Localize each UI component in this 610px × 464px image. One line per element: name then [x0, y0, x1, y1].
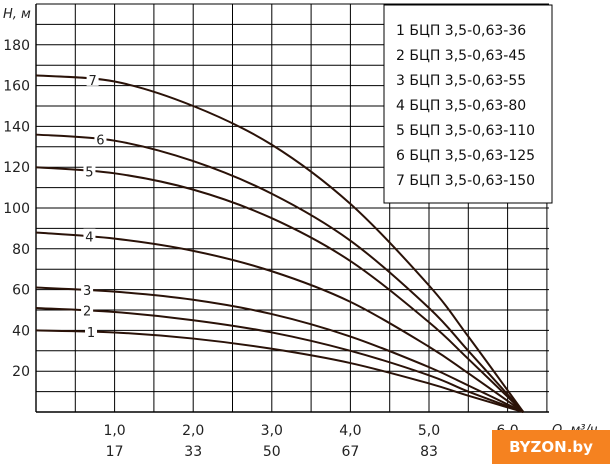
y-tick-label: 120: [3, 160, 30, 176]
curve-5: [35, 166, 525, 413]
legend-entry-1: 1 БЦП 3,5-0,63-36: [396, 23, 526, 39]
legend-entry-2: 2 БЦП 3,5-0,63-45: [396, 48, 526, 64]
curve-7: [35, 74, 525, 413]
x-tick-label-volume: 83: [420, 444, 438, 460]
curve-label-5: 5: [85, 165, 93, 180]
curve-label-bg: [81, 282, 94, 297]
x-tick-label-volume: 17: [106, 444, 124, 460]
curve-label-bg: [83, 228, 96, 243]
curve-label-bg: [94, 131, 107, 146]
brand-text[interactable]: BYZON.by: [509, 438, 593, 456]
legend-entry-3: 3 БЦП 3,5-0,63-55: [396, 73, 526, 89]
curve-label-bg: [81, 302, 94, 317]
curve-3: [35, 286, 524, 413]
curve-6: [35, 133, 525, 413]
y-tick-label: 20: [12, 364, 30, 380]
x-tick-label-flow: 4,0: [339, 423, 361, 439]
y-tick-label: 160: [3, 79, 30, 95]
y-tick-label: 180: [3, 38, 30, 54]
curve-2: [35, 306, 524, 413]
legend-entry-4: 4 БЦП 3,5-0,63-80: [396, 98, 526, 114]
x-tick-label-flow: 1,0: [103, 423, 125, 439]
curve-label-bg: [86, 71, 99, 86]
y-axis-title: H, м: [3, 7, 31, 22]
curve-label-3: 3: [83, 284, 91, 299]
x-tick-label-flow: 2,0: [182, 423, 204, 439]
curve-label-bg: [85, 323, 98, 338]
x-tick-label-volume: 67: [341, 444, 359, 460]
y-tick-label: 140: [3, 119, 30, 135]
curve-label-4: 4: [85, 231, 93, 246]
curves: 1 2 3 4 5 6 7: [35, 71, 525, 413]
legend-entry-7: 7 БЦП 3,5-0,63-150: [396, 173, 535, 189]
x-tick-label-volume: 50: [263, 444, 281, 460]
curve-1: [35, 329, 524, 413]
curve-label-2: 2: [83, 305, 91, 320]
legend-box: [383, 4, 553, 204]
y-tick-label: 60: [12, 283, 30, 299]
curve-label-bg: [83, 163, 96, 178]
y-tick-label: 80: [12, 242, 30, 258]
legend-entry-5: 5 БЦП 3,5-0,63-110: [396, 123, 535, 139]
curve-4: [35, 231, 524, 413]
y-tick-label: 40: [12, 323, 30, 339]
x-tick-label-flow: 5,0: [418, 423, 440, 439]
curve-label-1: 1: [87, 326, 95, 341]
curve-label-6: 6: [96, 134, 104, 149]
brand-badge[interactable]: BYZON.by: [492, 430, 610, 464]
x-tick-label-flow: 3,0: [261, 423, 283, 439]
legend: 1 БЦП 3,5-0,63-36 2 БЦП 3,5-0,63-45 3 БЦП …: [383, 4, 553, 204]
legend-entry-6: 6 БЦП 3,5-0,63-125: [396, 148, 535, 164]
curve-label-7: 7: [88, 74, 96, 89]
y-tick-label: 100: [3, 201, 30, 217]
x-tick-label-volume: 33: [184, 444, 202, 460]
